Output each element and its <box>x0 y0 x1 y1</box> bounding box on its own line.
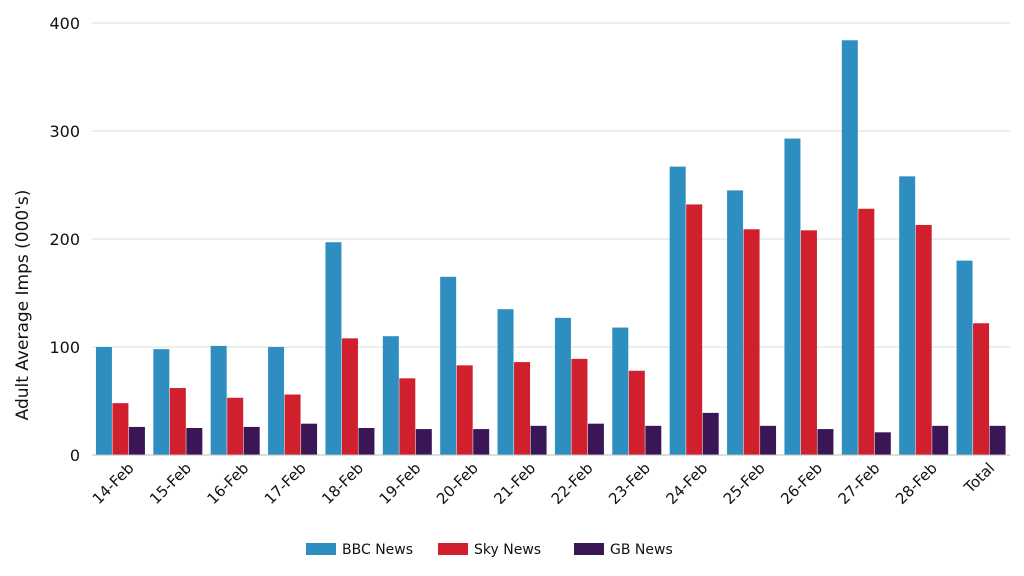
bar-gb-news <box>243 426 260 455</box>
x-tick-label: 24-Feb <box>662 459 711 508</box>
bar-bbc-news <box>554 317 571 455</box>
x-tick-label: 27-Feb <box>835 459 884 508</box>
bar-sky-news <box>858 208 875 455</box>
bar-bbc-news <box>956 260 973 455</box>
bar-gb-news <box>128 426 145 455</box>
bar-bbc-news <box>325 242 342 455</box>
bar-bbc-news <box>669 166 686 455</box>
bar-bbc-news <box>727 190 744 455</box>
x-tick-label: 26-Feb <box>777 459 826 508</box>
bar-sky-news <box>800 230 817 455</box>
bar-bbc-news <box>153 349 170 455</box>
x-tick-label: 19-Feb <box>376 459 425 508</box>
bar-gb-news <box>817 429 834 455</box>
y-tick-label: 200 <box>49 230 80 249</box>
legend: BBC News Sky News GB News <box>306 542 673 558</box>
legend-label: GB News <box>610 542 673 558</box>
x-tick-label: 25-Feb <box>720 459 769 508</box>
bar-bbc-news <box>95 347 112 455</box>
x-tick-label: 16-Feb <box>203 459 252 508</box>
bar-sky-news <box>915 224 932 455</box>
bar-gb-news <box>702 412 719 455</box>
x-tick-label: 23-Feb <box>605 459 654 508</box>
bar-sky-news <box>514 362 531 455</box>
x-tick-label: Total <box>960 459 998 497</box>
x-tick-label: 20-Feb <box>433 459 482 508</box>
x-tick-label: 22-Feb <box>548 459 597 508</box>
bar-sky-news <box>686 204 703 455</box>
bar-bbc-news <box>440 276 457 455</box>
legend-label: Sky News <box>474 542 541 558</box>
bar-sky-news <box>456 365 473 455</box>
bar-gb-news <box>530 425 547 455</box>
bar-gb-news <box>874 432 891 455</box>
y-tick-label: 100 <box>49 338 80 357</box>
legend-label: BBC News <box>342 542 413 558</box>
bar-sky-news <box>227 397 244 455</box>
bar-gb-news <box>186 428 203 455</box>
y-axis-title: Adult Average Imps (000's) <box>13 190 33 421</box>
bar-bbc-news <box>612 327 629 455</box>
bar-bbc-news <box>784 138 801 455</box>
bar-gb-news <box>301 423 318 455</box>
x-tick-label: 14-Feb <box>89 459 138 508</box>
bar-sky-news <box>169 388 186 455</box>
bar-gb-news <box>473 429 490 455</box>
x-tick-labels: 14-Feb 15-Feb 16-Feb 17-Feb 18-Feb 19-Feb 20-F… <box>89 459 998 508</box>
bar-bbc-news <box>268 347 285 455</box>
bar-sky-news <box>571 358 588 455</box>
x-tick-label: 21-Feb <box>490 459 539 508</box>
x-tick-label: 17-Feb <box>261 459 310 508</box>
legend-swatch <box>438 543 468 555</box>
bar-bbc-news <box>497 309 514 455</box>
bar-gb-news <box>415 429 432 455</box>
bar-bbc-news <box>899 176 916 456</box>
bar-sky-news <box>743 229 760 455</box>
bar-sky-news <box>628 370 645 455</box>
x-tick-label: 28-Feb <box>892 459 941 508</box>
bar-gb-news <box>932 425 949 455</box>
y-tick-label: 400 <box>49 14 80 33</box>
bar-gb-news <box>989 425 1006 455</box>
y-tick-label: 0 <box>70 446 80 465</box>
bar-bbc-news <box>841 40 858 455</box>
bar-bbc-news <box>382 336 399 455</box>
bar-sky-news <box>973 323 990 455</box>
bar-sky-news <box>284 394 301 455</box>
bar-sky-news <box>112 403 129 455</box>
bar-bbc-news <box>210 345 227 455</box>
bar-gb-news <box>760 425 777 455</box>
bars <box>95 40 1006 456</box>
legend-swatch <box>306 543 336 555</box>
y-tick-label: 300 <box>49 122 80 141</box>
y-tick-labels: 0 100 200 300 400 <box>49 14 80 465</box>
bar-gb-news <box>645 425 662 455</box>
legend-swatch <box>574 543 604 555</box>
bar-sky-news <box>399 378 416 455</box>
bar-gb-news <box>358 428 375 455</box>
x-tick-label: 18-Feb <box>318 459 367 508</box>
bar-gb-news <box>587 423 604 455</box>
x-tick-label: 15-Feb <box>146 459 195 508</box>
bar-sky-news <box>341 338 358 455</box>
